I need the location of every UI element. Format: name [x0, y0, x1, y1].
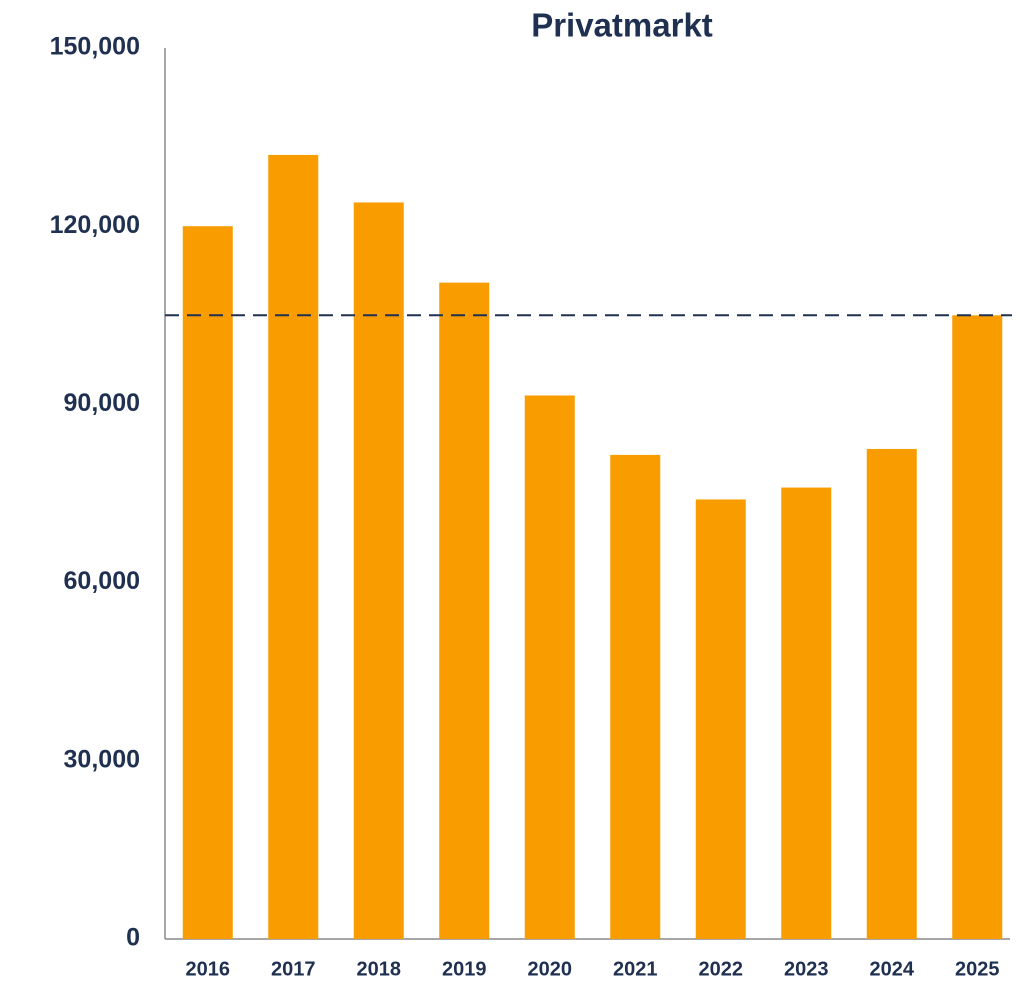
x-tick-label: 2022 [699, 958, 744, 980]
x-tick-label: 2019 [442, 958, 487, 980]
y-tick-label: 150,000 [50, 33, 140, 61]
x-tick-label: 2017 [271, 958, 316, 980]
bar [439, 282, 490, 939]
bar [781, 487, 832, 939]
bar [695, 499, 746, 939]
y-tick-label: 30,000 [64, 745, 140, 773]
bar [524, 395, 575, 939]
bar [610, 454, 661, 939]
y-tick-label: 60,000 [64, 567, 140, 595]
bar [268, 154, 319, 940]
x-tick-label: 2021 [613, 958, 658, 980]
bar [182, 226, 233, 939]
x-tick-label: 2016 [186, 958, 231, 980]
x-tick-label: 2018 [357, 958, 402, 980]
bar [353, 202, 404, 939]
bar [952, 315, 1003, 939]
y-tick-label: 90,000 [64, 389, 140, 417]
chart-title: Privatmarkt [531, 7, 713, 44]
bar [866, 448, 917, 939]
x-tick-label: 2023 [784, 958, 829, 980]
y-tick-label: 120,000 [50, 211, 140, 239]
x-tick-label: 2025 [955, 958, 1000, 980]
y-tick-label: 0 [126, 924, 140, 952]
x-tick-label: 2020 [528, 958, 573, 980]
x-tick-label: 2024 [870, 958, 915, 980]
